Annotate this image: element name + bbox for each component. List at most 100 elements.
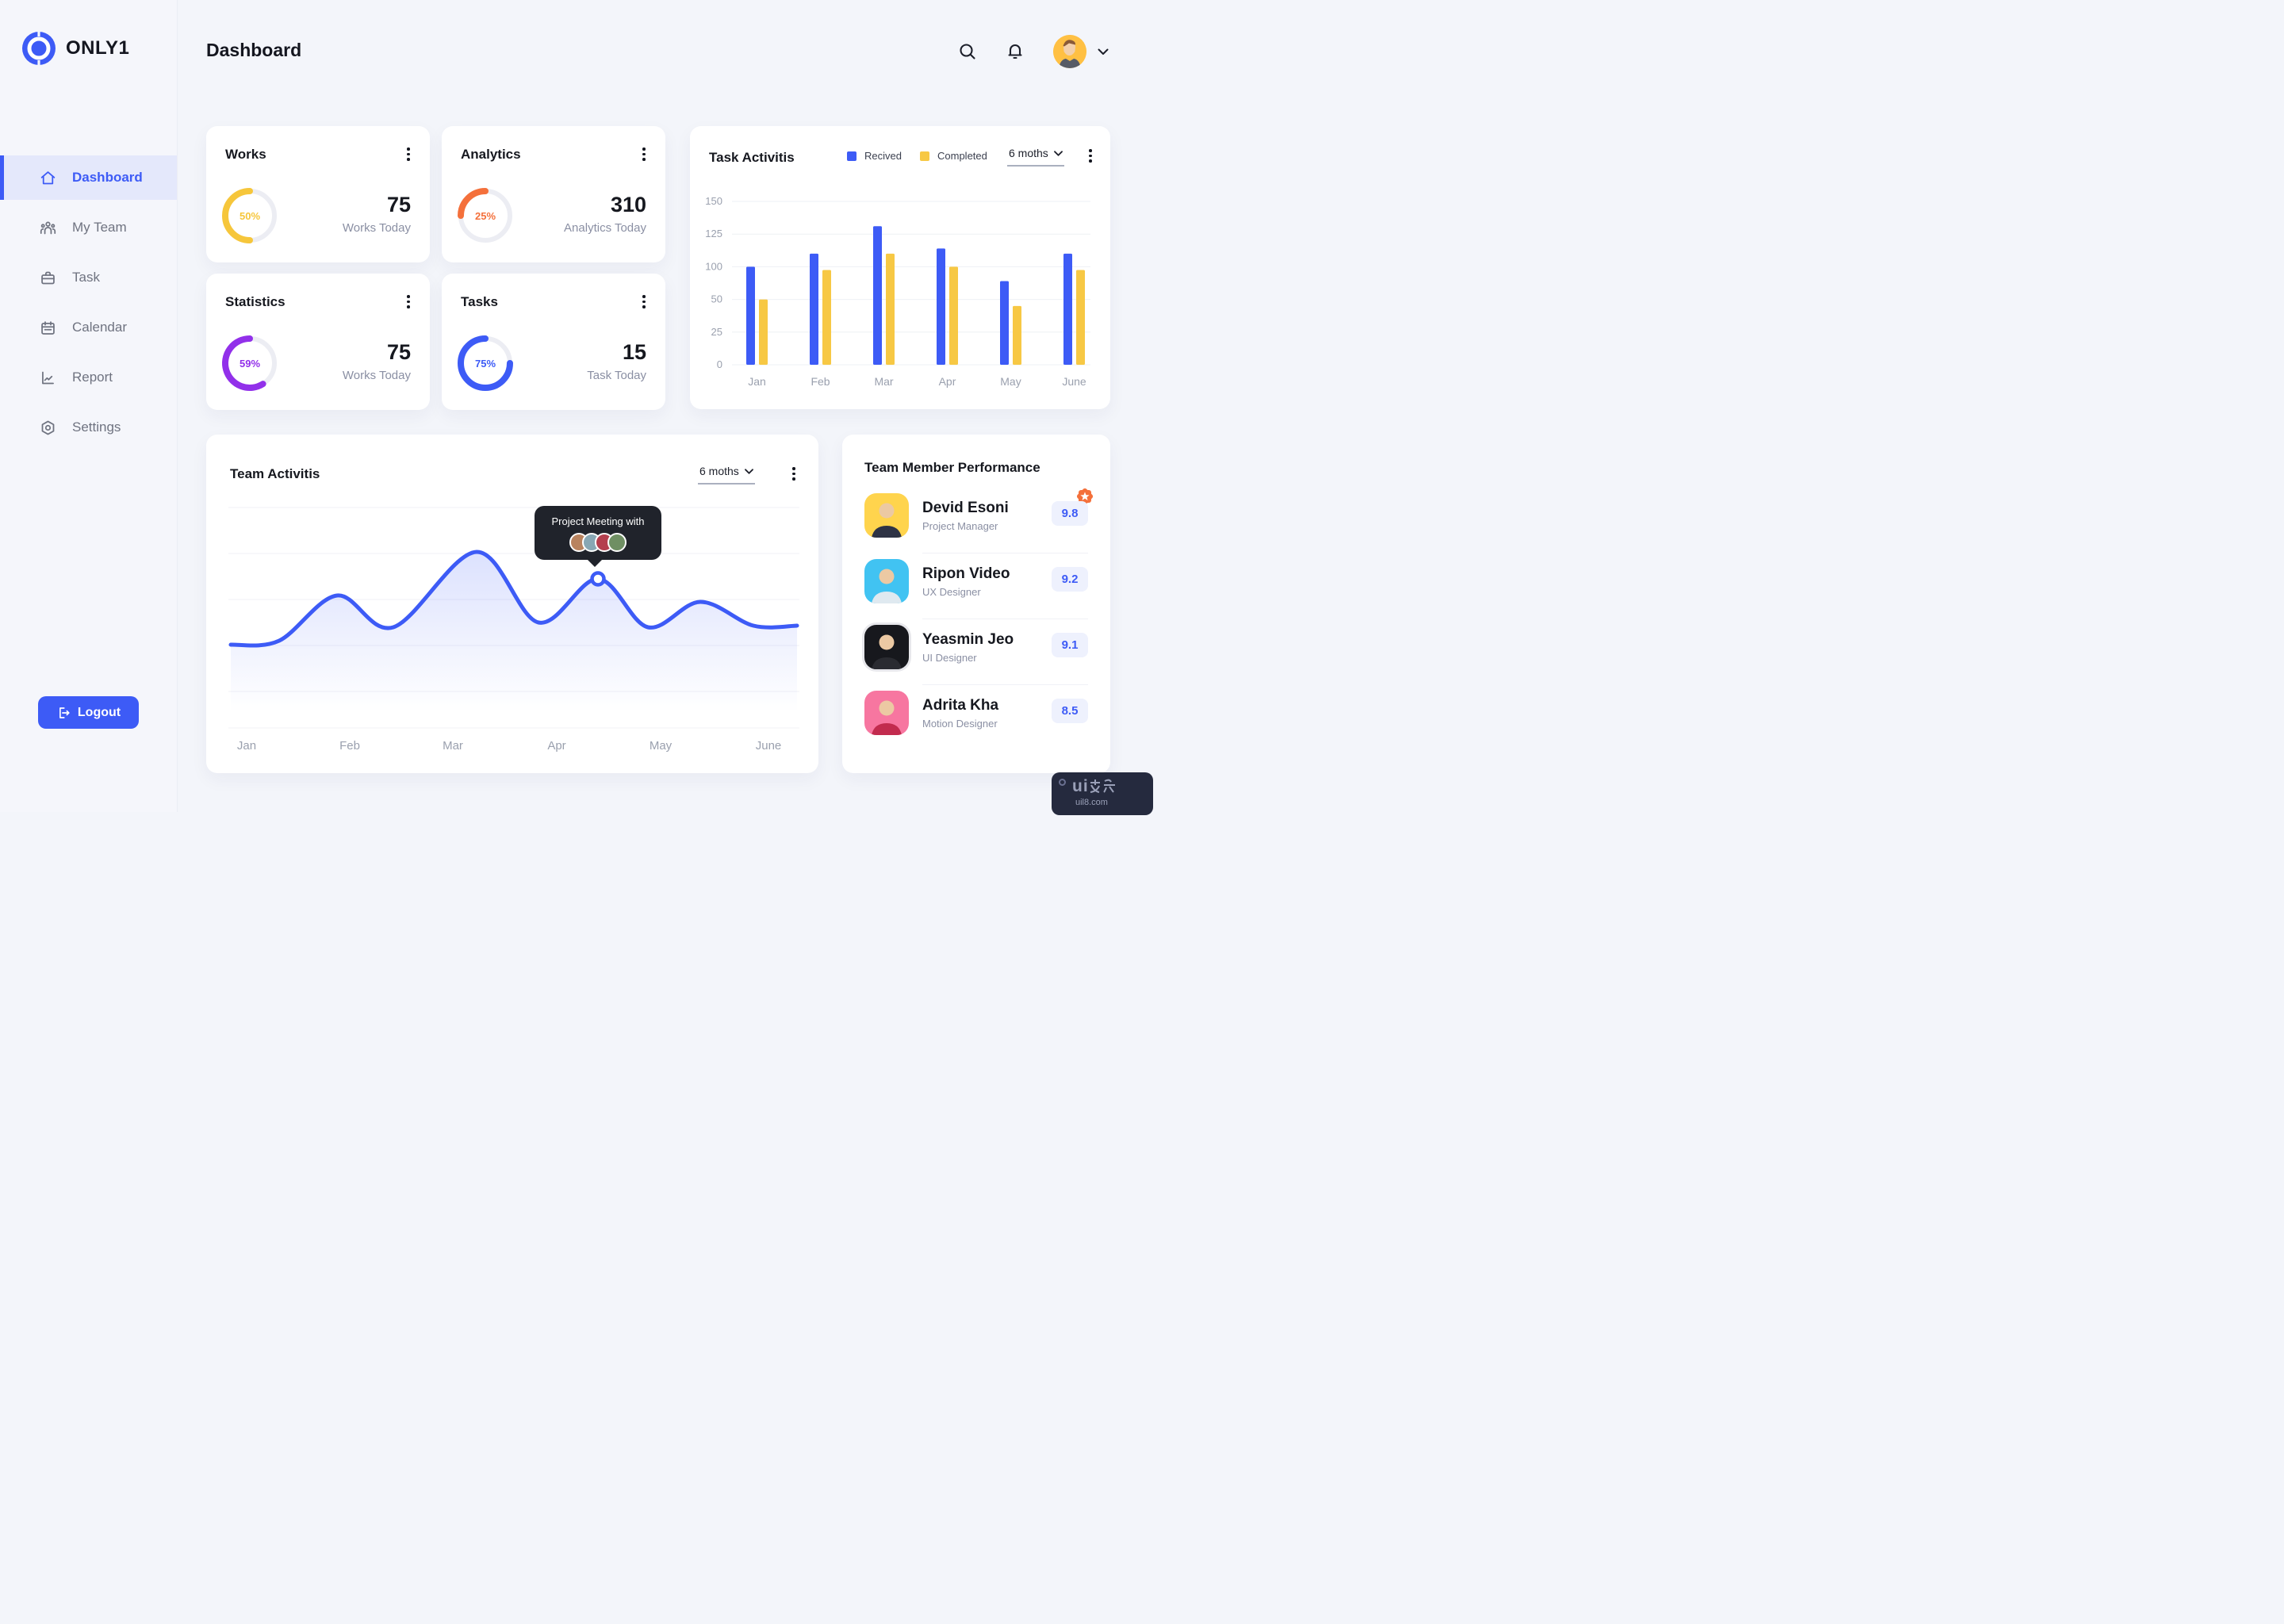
user-menu[interactable] (1053, 35, 1109, 68)
avatar (1053, 35, 1086, 68)
card-title: Tasks (461, 294, 498, 309)
svg-text:59%: 59% (240, 358, 260, 370)
x-tick-label: Mar (443, 739, 463, 753)
kebab-menu-button[interactable] (1083, 147, 1098, 164)
member-avatar (864, 625, 909, 669)
page-title: Dashboard (206, 40, 302, 60)
area-fill (231, 551, 797, 712)
analytics-card: Analytics 25% 310 Analytics Today (442, 126, 665, 262)
member-row: Devid Esoni Project Manager 9.8 (864, 488, 1094, 547)
settings-icon (41, 420, 55, 435)
legend-label: Completed (937, 150, 987, 162)
kebab-menu-button[interactable] (787, 465, 801, 482)
logout-label: Logout (77, 705, 121, 719)
watermark: ui uil8.com (1052, 772, 1153, 815)
bar-recived (810, 253, 818, 365)
member-role: Project Manager (922, 520, 998, 532)
team-icon (40, 221, 56, 234)
chart-tooltip: Project Meeting with (535, 506, 661, 567)
y-tick-label: 50 (711, 293, 722, 305)
stat-value: 75 (386, 340, 411, 364)
sidebar-item-my-team[interactable]: My Team (0, 205, 177, 250)
bar-completed (1013, 305, 1021, 365)
sidebar-item-label: Calendar (72, 320, 127, 335)
card-title: Works (225, 147, 266, 162)
sidebar: ONLY1 Dashboard My Team Task Calendar Re… (0, 0, 178, 812)
works-donut: 50% (222, 188, 277, 243)
kebab-menu-button[interactable] (401, 293, 416, 310)
team-activities-card: Team Activitis 6 moths Jan Feb Mar Apr May Ju… (206, 435, 818, 773)
tooltip-pointer (587, 559, 603, 567)
member-name: Yeasmin Jeo (922, 631, 1014, 648)
divider (922, 684, 1088, 685)
chevron-down-icon (744, 468, 753, 474)
chevron-down-icon (1098, 48, 1109, 55)
sidebar-item-dashboard[interactable]: Dashboard (0, 155, 177, 200)
report-icon (42, 371, 54, 384)
bar-recived (1000, 281, 1009, 365)
watermark-brand: ui (1072, 777, 1116, 796)
data-point-marker (590, 571, 606, 587)
x-tick-label: Jan (237, 739, 256, 753)
legend-label: Recived (864, 150, 902, 162)
tasks-card: Tasks 75% 15 Task Today (442, 274, 665, 410)
svg-text:50%: 50% (240, 210, 260, 222)
sidebar-item-calendar[interactable]: Calendar (0, 305, 177, 350)
sidebar-item-report[interactable]: Report (0, 355, 177, 400)
stat-label: Works Today (342, 221, 411, 235)
chart-title: Team Activitis (230, 466, 320, 481)
notifications-button[interactable] (1006, 42, 1025, 61)
period-dropdown[interactable]: 6 moths (698, 465, 755, 485)
stat-label: Works Today (342, 369, 411, 382)
brand-logo: ONLY1 (22, 32, 129, 65)
period-dropdown[interactable]: 6 moths (1007, 147, 1064, 167)
logout-icon (59, 707, 70, 718)
bar-completed (886, 253, 895, 365)
legend-swatch-received (847, 151, 856, 161)
svg-text:75%: 75% (475, 358, 496, 370)
sidebar-item-label: My Team (72, 220, 127, 235)
legend-swatch-completed (920, 151, 929, 161)
y-tick-label: 150 (705, 195, 722, 207)
x-tick-label: May (650, 739, 673, 753)
x-tick-label: June (756, 739, 782, 753)
bar-recived (746, 266, 755, 365)
works-card: Works 50% 75 Works Today (206, 126, 430, 262)
watermark-site: uil8.com (1075, 798, 1108, 807)
sidebar-nav: Dashboard My Team Task Calendar Report S… (0, 155, 177, 450)
kebab-menu-button[interactable] (401, 145, 416, 163)
home-icon (40, 170, 56, 184)
logout-button[interactable]: Logout (38, 696, 139, 729)
watermark-glyphs-icon (1090, 779, 1115, 793)
statistics-donut: 59% (222, 335, 277, 391)
legend-received: Recived (847, 150, 902, 162)
search-icon (960, 44, 975, 59)
sidebar-item-settings[interactable]: Settings (0, 405, 177, 450)
member-score-badge: 9.8 (1052, 501, 1088, 526)
search-button[interactable] (958, 42, 977, 61)
team-performance-card: Team Member Performance Devid Esoni Proj… (842, 435, 1110, 773)
chevron-down-icon (1053, 150, 1063, 156)
brand-name: ONLY1 (66, 37, 130, 59)
sidebar-item-label: Report (72, 370, 113, 385)
stat-label: Analytics Today (564, 221, 646, 235)
kebab-menu-button[interactable] (637, 145, 651, 163)
bell-icon (1008, 44, 1022, 59)
sidebar-item-task[interactable]: Task (0, 255, 177, 300)
stat-label: Task Today (587, 369, 646, 382)
x-tick-label: May (1000, 375, 1021, 388)
sidebar-item-label: Task (72, 270, 100, 285)
member-score-badge: 9.1 (1052, 633, 1088, 657)
svg-text:25%: 25% (475, 210, 496, 222)
member-name: Adrita Kha (922, 697, 999, 714)
kebab-menu-button[interactable] (637, 293, 651, 310)
only1-logo-icon (22, 32, 56, 65)
member-name: Devid Esoni (922, 500, 1009, 516)
top-performer-badge-icon (1075, 486, 1095, 511)
analytics-donut: 25% (458, 188, 512, 243)
y-tick-label: 0 (717, 358, 722, 370)
x-tick-label: June (1062, 375, 1086, 388)
x-tick-label: Feb (811, 375, 830, 388)
panel-title: Team Member Performance (864, 460, 1040, 475)
chart-title: Task Activitis (709, 150, 795, 165)
